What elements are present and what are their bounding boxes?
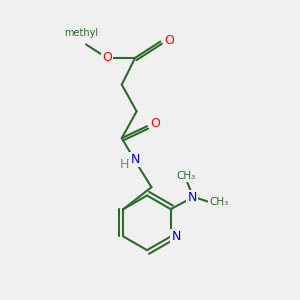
Text: CH₃: CH₃	[176, 172, 196, 182]
Text: methyl: methyl	[64, 28, 98, 38]
Text: N: N	[130, 153, 140, 166]
Text: N: N	[188, 191, 197, 204]
Text: O: O	[164, 34, 174, 46]
Text: O: O	[102, 51, 112, 64]
Text: N: N	[171, 230, 181, 243]
Text: O: O	[150, 117, 160, 130]
Text: CH₃: CH₃	[209, 197, 229, 207]
Text: H: H	[119, 158, 129, 171]
